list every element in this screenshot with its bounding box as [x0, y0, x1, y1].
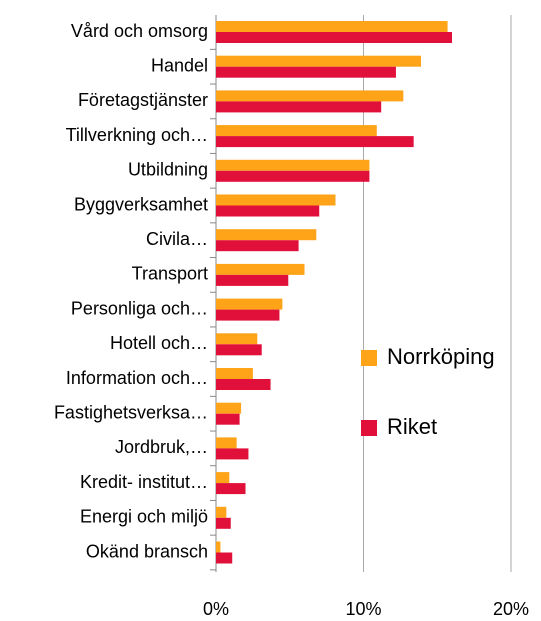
y-tick-label: Utbildning	[128, 160, 208, 180]
y-tick-label: Kredit- institut…	[80, 472, 208, 492]
y-tick-label: Företagstjänster	[78, 90, 208, 110]
y-tick-label: Byggverksamhet	[74, 194, 208, 214]
bar	[216, 101, 382, 113]
bar	[216, 333, 258, 345]
bar	[216, 552, 233, 564]
bar	[216, 263, 305, 275]
y-tick-label: Hotell och…	[110, 333, 208, 353]
x-tick-label: 20%	[493, 599, 529, 619]
legend-swatch	[361, 350, 377, 366]
bar	[216, 483, 246, 495]
y-tick-label: Transport	[132, 264, 208, 284]
bar	[216, 402, 242, 414]
bar	[216, 90, 404, 102]
y-tick-label: Jordbruk,…	[115, 437, 208, 457]
bar	[216, 170, 370, 182]
legend-label: Norrköping	[387, 344, 495, 369]
x-tick-label: 0%	[203, 599, 229, 619]
y-tick-label: Civila…	[146, 229, 208, 249]
bar	[216, 55, 422, 67]
y-tick-label: Energi och miljö	[80, 507, 208, 527]
bar	[216, 136, 414, 148]
y-tick-label: Information och…	[66, 368, 208, 388]
y-tick-label: Handel	[151, 55, 208, 75]
bar	[216, 194, 336, 206]
bar	[216, 344, 262, 356]
bar	[216, 472, 230, 484]
y-tick-label: Vård och omsorg	[71, 21, 208, 41]
y-tick-label: Personliga och…	[71, 298, 208, 318]
legend-swatch	[361, 420, 377, 436]
bar	[216, 368, 253, 379]
bar	[216, 66, 396, 78]
bar	[216, 159, 370, 171]
bar	[216, 229, 317, 241]
bar	[216, 506, 227, 518]
bar	[216, 517, 231, 529]
bar	[216, 21, 448, 32]
bar	[216, 541, 221, 553]
y-tick-label: Fastighetsverksa…	[54, 402, 208, 422]
x-tick-label: 10%	[345, 599, 381, 619]
bar	[216, 309, 280, 321]
bar	[216, 413, 240, 425]
bar	[216, 437, 237, 449]
bar	[216, 274, 289, 286]
bar	[216, 298, 283, 310]
bar	[216, 240, 299, 252]
y-tick-label: Okänd bransch	[86, 541, 208, 561]
legend-label: Riket	[387, 414, 437, 439]
bar	[216, 379, 271, 390]
bar	[216, 448, 249, 460]
bar	[216, 125, 377, 137]
y-tick-label: Tillverkning och…	[66, 125, 208, 145]
bar	[216, 205, 320, 217]
bar	[216, 32, 452, 43]
